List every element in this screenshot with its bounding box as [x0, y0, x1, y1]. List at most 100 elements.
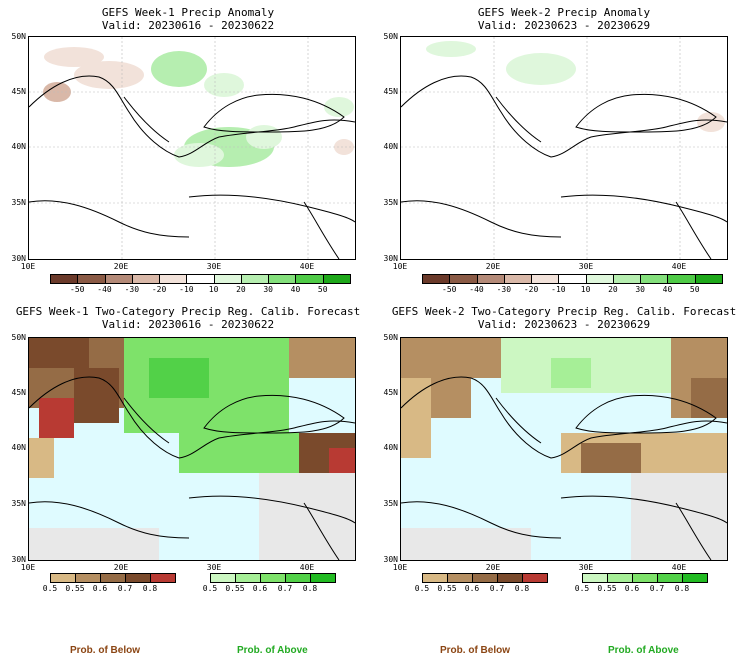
p1-lat-40: 40N	[11, 142, 26, 151]
anomaly-tick-label: 40	[662, 285, 673, 294]
panel4-prob-fill	[401, 338, 727, 560]
anomaly-swatch	[186, 274, 215, 284]
footer-below-1: Prob. of Below	[70, 645, 140, 656]
p4-lon-10: 10E	[392, 563, 408, 572]
p2-lon-40: 40E	[671, 262, 687, 271]
above-swatch	[582, 573, 608, 583]
p3-lon-20: 20E	[113, 563, 129, 572]
p4-lat-30: 30N	[383, 555, 398, 564]
above-tick-label: 0.6	[624, 584, 640, 593]
above-swatch	[285, 573, 311, 583]
anomaly-tick-label: -50	[70, 285, 85, 294]
anomaly-tick-label: 50	[689, 285, 700, 294]
p3-lat-40: 40N	[11, 443, 26, 452]
p2-lat-35: 35N	[383, 198, 398, 207]
anomaly-swatch	[104, 274, 133, 284]
below-tick-label: 0.7	[117, 584, 133, 593]
anomaly-swatch	[240, 274, 270, 284]
p4-lon-20: 20E	[485, 563, 501, 572]
footer-below-2: Prob. of Below	[440, 645, 510, 656]
below-tick-label: 0.55	[437, 584, 457, 593]
anomaly-tick-label: -10	[551, 285, 566, 294]
anomaly-tick-label: 20	[236, 285, 246, 294]
anomaly-tick-label: 30	[635, 285, 645, 294]
below-swatch	[50, 573, 76, 583]
below-swatch	[472, 573, 498, 583]
below-swatch	[447, 573, 473, 583]
below-swatch	[75, 573, 101, 583]
panel3-svg	[29, 338, 355, 560]
anomaly-tick-label: 40	[290, 285, 301, 294]
anomaly-tick-label: -20	[523, 285, 539, 294]
above-swatch	[260, 573, 286, 583]
below-tick-label: 0.55	[65, 584, 85, 593]
below-swatch	[497, 573, 523, 583]
anomaly-tick-label: 20	[608, 285, 618, 294]
anomaly-tick-label: -30	[124, 285, 140, 294]
anomaly-tick-label: -20	[151, 285, 167, 294]
anomaly-swatch	[50, 274, 79, 284]
anomaly-swatch	[77, 274, 106, 284]
p1-lon-10: 10E	[20, 262, 36, 271]
above-tick-label: 0.55	[225, 584, 245, 593]
above-tick-label: 0.5	[574, 584, 590, 593]
p1-lat-50: 50N	[11, 32, 26, 41]
panel1-coastlines	[29, 75, 355, 259]
panel2-svg	[401, 37, 727, 259]
anomaly-swatch	[612, 274, 642, 284]
p1-lat-45: 45N	[11, 87, 26, 96]
p3-lon-30: 30E	[206, 563, 222, 572]
anomaly-tick-label: -30	[496, 285, 512, 294]
p4-lat-40: 40N	[383, 443, 398, 452]
anomaly-tick-label: 30	[263, 285, 273, 294]
panel3-title: GEFS Week-1 Two-Category Precip Reg. Cal…	[15, 305, 361, 318]
above-swatch	[682, 573, 708, 583]
p4-lat-50: 50N	[383, 333, 398, 342]
below-tick-label: 0.7	[489, 584, 505, 593]
above-tick-label: 0.6	[252, 584, 268, 593]
below-swatch	[522, 573, 548, 583]
p1-lat-30: 30N	[11, 254, 26, 263]
panel2-valid: Valid: 20230623 - 20230629	[477, 19, 651, 32]
anomaly-colorbar-1: -50 -40 -30 -20 -10 10 20 30 40 50	[50, 274, 351, 294]
above-tick-label: 0.8	[302, 584, 318, 593]
anomaly-swatch	[503, 274, 533, 284]
panel4-svg	[401, 338, 727, 560]
panel2-anomaly-fill	[426, 41, 725, 132]
above-swatch	[235, 573, 261, 583]
above-swatch	[632, 573, 658, 583]
p1-lon-40: 40E	[299, 262, 315, 271]
p2-lat-40: 40N	[383, 142, 398, 151]
p3-lat-30: 30N	[11, 555, 26, 564]
above-swatch	[607, 573, 633, 583]
panel1-svg	[29, 37, 355, 259]
anomaly-tick-label: 10	[580, 285, 591, 294]
below-swatch	[422, 573, 448, 583]
below-tick-label: 0.5	[414, 584, 430, 593]
panel2-title: GEFS Week-2 Precip Anomaly	[477, 6, 651, 19]
panel1-valid: Valid: 20230616 - 20230622	[101, 19, 275, 32]
below-tick-label: 0.8	[142, 584, 158, 593]
anomaly-tick-label: -50	[442, 285, 457, 294]
below-tick-label: 0.8	[514, 584, 530, 593]
anomaly-swatch	[295, 274, 324, 284]
p1-lon-30: 30E	[206, 262, 222, 271]
anomaly-swatch	[694, 274, 723, 284]
p1-lat-35: 35N	[11, 198, 26, 207]
below-swatch	[100, 573, 126, 583]
above-tick-label: 0.7	[649, 584, 665, 593]
p4-lat-45: 45N	[383, 388, 398, 397]
anomaly-swatch	[131, 274, 161, 284]
p3-lon-40: 40E	[299, 563, 315, 572]
p3-lon-10: 10E	[20, 563, 36, 572]
panel1-grid	[29, 37, 355, 259]
below-colorbar-2: 0.5 0.55 0.6 0.7 0.8	[415, 573, 557, 593]
panel1-title: GEFS Week-1 Precip Anomaly	[101, 6, 275, 19]
p2-lat-50: 50N	[383, 32, 398, 41]
above-colorbar-1: 0.5 0.55 0.6 0.7 0.8	[203, 573, 345, 593]
anomaly-swatch	[422, 274, 451, 284]
p2-lat-30: 30N	[383, 254, 398, 263]
panel4-map	[400, 337, 728, 561]
p3-lat-35: 35N	[11, 499, 26, 508]
above-tick-label: 0.55	[597, 584, 617, 593]
